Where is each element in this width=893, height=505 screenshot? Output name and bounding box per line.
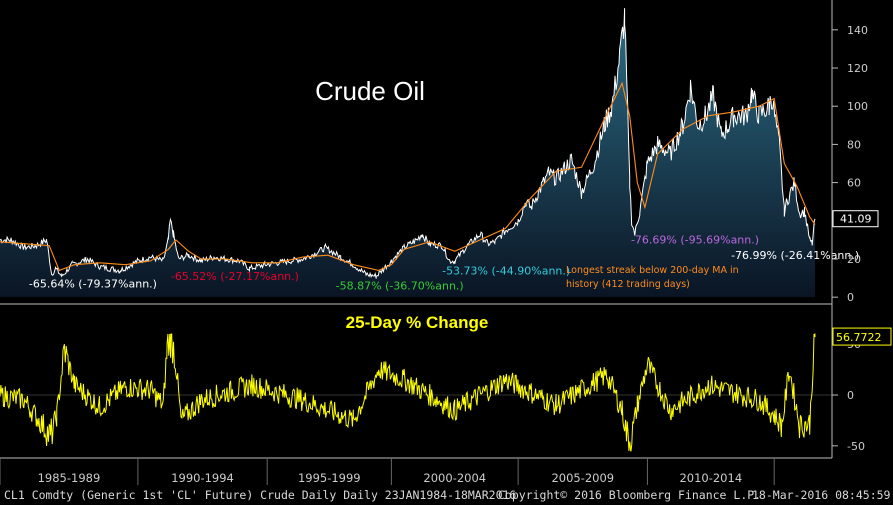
chart-title-25day-change: 25-Day % Change xyxy=(346,313,489,332)
y-tick-label: 100 xyxy=(847,100,868,113)
price-line xyxy=(0,8,816,279)
footer-source: CL1 Comdty (Generic 1st 'CL' Future) Cru… xyxy=(4,488,517,502)
y-tick-label: 80 xyxy=(847,138,861,151)
moving-average-line xyxy=(0,81,816,272)
annotation-line-2: history (412 trading days) xyxy=(566,279,690,290)
last-price-badge xyxy=(832,210,879,228)
x-tick-label: 2010-2014 xyxy=(679,471,742,485)
last-price-label: 41.09 xyxy=(840,213,872,226)
last-change-badge xyxy=(832,327,892,346)
y-tick-label: 20 xyxy=(847,253,861,266)
x-tick-label: 1990-1994 xyxy=(171,471,234,485)
drawdown-label: -76.99% (-26.41%ann.) xyxy=(731,249,859,262)
last-change-label: 56.7722 xyxy=(836,331,882,344)
y-tick-label: 0 xyxy=(847,291,854,304)
x-tick-label: 1995-1999 xyxy=(298,471,361,485)
drawdown-label: -65.64% (-79.37%ann.) xyxy=(29,278,157,291)
y-tick-label: -50 xyxy=(847,440,865,453)
drawdown-label: -58.87% (-36.70%ann.) xyxy=(336,280,464,293)
drawdown-label: -65.52% (-27.17%ann.) xyxy=(171,270,299,283)
y-tick-label: 120 xyxy=(847,62,868,75)
x-tick-label: 1985-1989 xyxy=(38,471,101,485)
footer-copyright: Copyright© 2016 Bloomberg Finance L.P. xyxy=(498,488,762,502)
footer-timestamp: 18-Mar-2016 08:45:59 xyxy=(752,488,891,502)
annotation-line-1: Longest streak below 200-day MA in xyxy=(566,265,739,276)
chart-title-crude-oil: Crude Oil xyxy=(315,76,425,106)
price-area-fill xyxy=(0,8,815,298)
drawdown-label: -76.69% (-95.69%ann.) xyxy=(631,234,759,247)
change-line xyxy=(0,333,816,452)
y-tick-label: 60 xyxy=(847,177,861,190)
x-tick-label: 2000-2004 xyxy=(423,471,486,485)
footer-bar: CL1 Comdty (Generic 1st 'CL' Future) Cru… xyxy=(0,486,893,505)
y-tick-label: 0 xyxy=(847,389,854,402)
x-tick-label: 2005-2009 xyxy=(551,471,614,485)
y-tick-label: 140 xyxy=(847,24,868,37)
drawdown-label: -53.73% (-44.90%ann.) xyxy=(442,264,570,277)
